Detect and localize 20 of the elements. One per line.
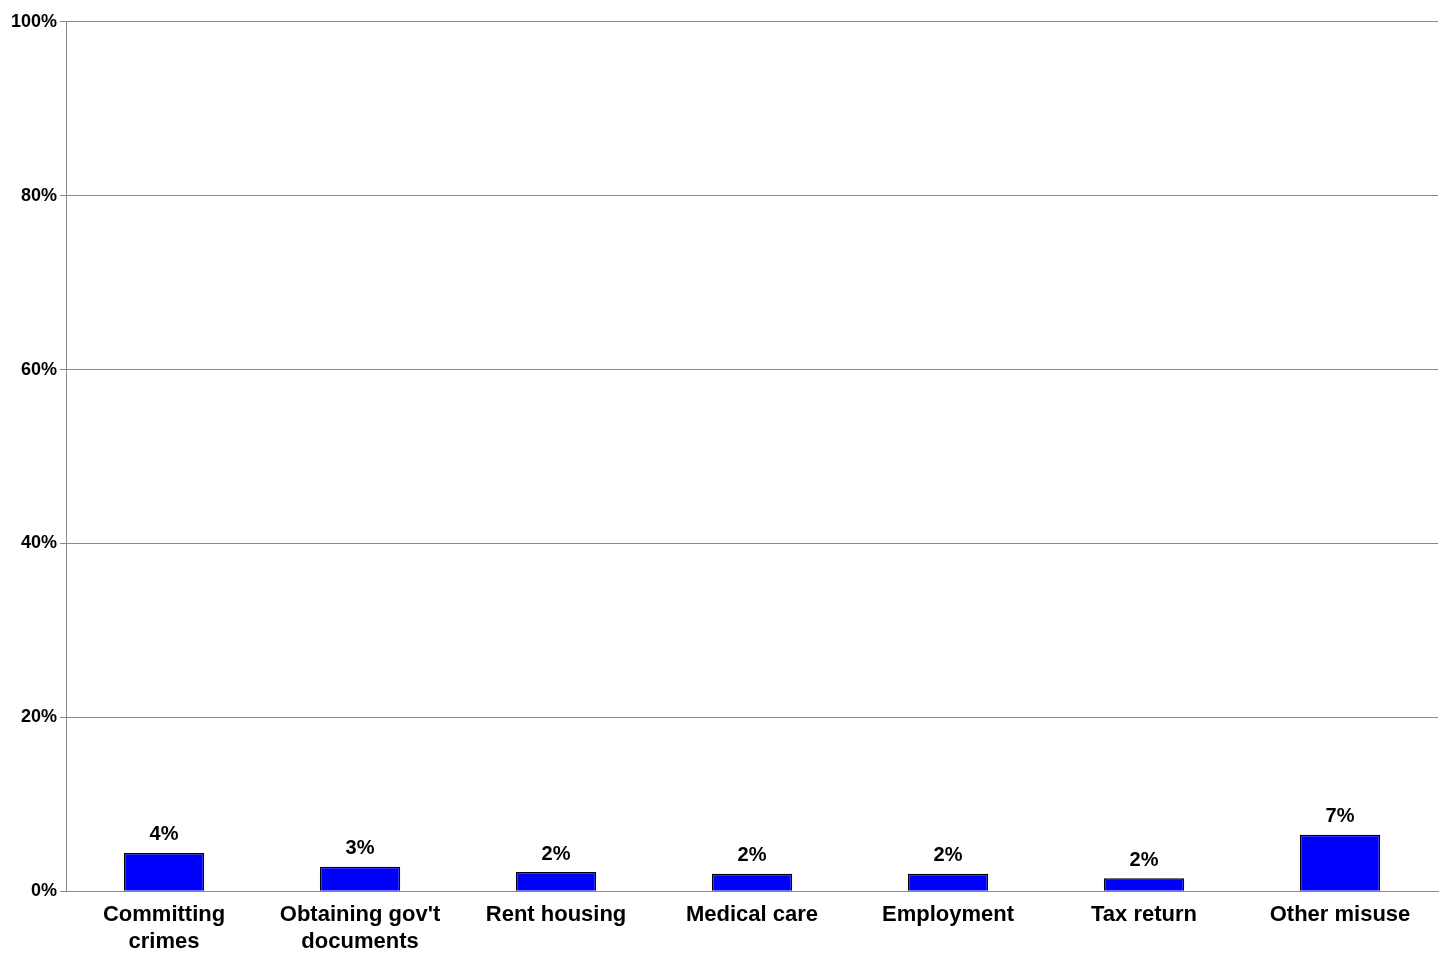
- y-tick-label: 0%: [31, 880, 58, 901]
- x-tick-label: Tax return: [1091, 901, 1197, 927]
- data-label: 4%: [149, 822, 179, 845]
- y-tick-label: 80%: [21, 184, 58, 205]
- x-tick-label: Committing crimes: [102, 901, 226, 953]
- data-label: 2%: [541, 841, 571, 864]
- y-tick-label: 60%: [21, 358, 58, 379]
- data-label: 2%: [933, 843, 963, 866]
- y-tick-label: 100%: [10, 10, 58, 31]
- y-tick-label: 20%: [21, 706, 58, 727]
- data-label: 2%: [1129, 847, 1159, 870]
- x-tick-label: Rent housing: [485, 901, 627, 927]
- x-tick-label: Medical care: [685, 901, 819, 927]
- x-tick-label: Other misuse: [1269, 901, 1411, 927]
- y-tick-label: 40%: [21, 532, 58, 553]
- x-tick-label: Employment: [882, 901, 1015, 927]
- data-label: 7%: [1325, 804, 1355, 827]
- data-label: 3%: [345, 836, 375, 859]
- data-label: 2%: [737, 843, 767, 866]
- x-tick-label: Obtaining gov't documents: [279, 901, 441, 953]
